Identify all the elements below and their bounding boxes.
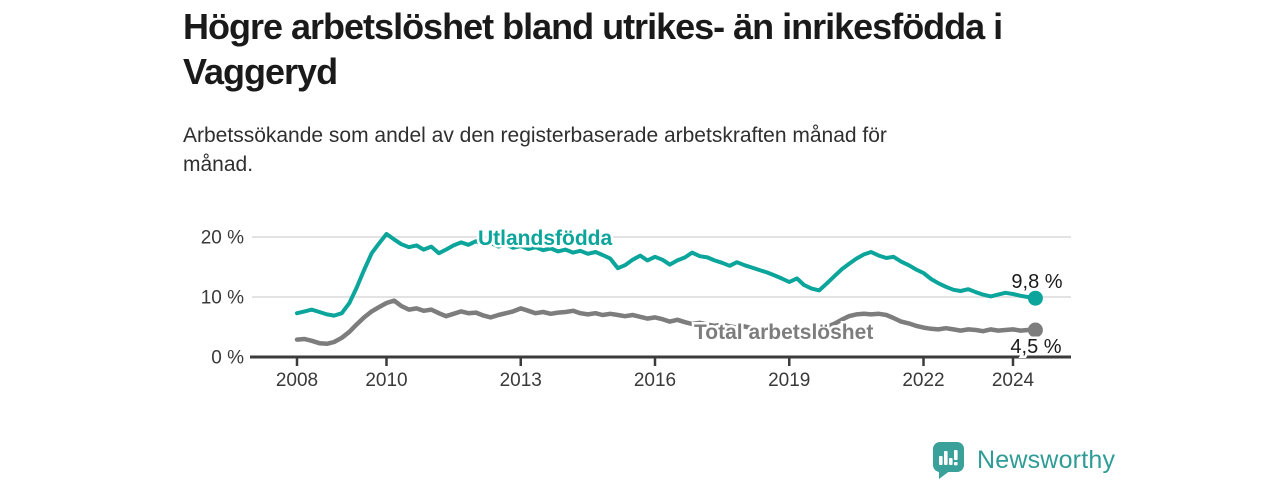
chart-subtitle-line-1: Arbetssökande som andel av den registerb… <box>183 124 887 147</box>
x-axis-tick-labels: 2008 2010 2013 2016 2019 2022 2024 <box>276 370 1035 391</box>
x-tick-label-2019: 2019 <box>768 370 810 391</box>
end-value-label-utlandsfodda: 9,8 % <box>1011 271 1062 293</box>
x-tick-label-2022: 2022 <box>902 370 944 391</box>
series-label-utlandsfodda: Utlandsfödda <box>478 227 612 250</box>
brand-name: Newsworthy <box>977 446 1116 474</box>
chart-title-line-1: Högre arbetslöshet bland utrikes- än inr… <box>183 6 1003 47</box>
total-arbetsloshet-line <box>294 298 1038 347</box>
chart-subtitle-line-2: månad. <box>183 153 254 176</box>
x-tick-label-2010: 2010 <box>365 370 407 391</box>
end-value-label-total-arbetsloshet: 4,5 % <box>1010 336 1061 358</box>
chart-title: Högre arbetslöshet bland utrikes- än inr… <box>183 4 1183 94</box>
x-tick-label-2024: 2024 <box>992 370 1035 391</box>
x-tick-label-2013: 2013 <box>500 370 542 391</box>
x-tick-label-2016: 2016 <box>634 370 676 391</box>
total-arbetsloshet-end-dot <box>1027 322 1043 338</box>
bar-chart-speech-bubble-icon <box>933 442 964 479</box>
newsworthy-logo[interactable]: Newsworthy <box>932 441 1115 480</box>
series-label-total-arbetsloshet: Total arbetslöshet <box>694 321 873 344</box>
y-axis-tick-labels: 0 % 10 % 20 % <box>201 228 244 369</box>
y-tick-label-20: 20 % <box>201 228 244 249</box>
utlandsfodda-end-dot <box>1027 290 1043 306</box>
y-tick-label-10: 10 % <box>201 288 244 309</box>
chart-subtitle: Arbetssökande som andel av den registerb… <box>183 121 1083 179</box>
y-tick-label-0: 0 % <box>211 348 244 369</box>
utlandsfodda-line <box>295 232 1038 318</box>
x-tick-label-2008: 2008 <box>276 370 318 391</box>
chart-title-line-2: Vaggeryd <box>183 51 338 92</box>
x-axis <box>250 355 1071 366</box>
